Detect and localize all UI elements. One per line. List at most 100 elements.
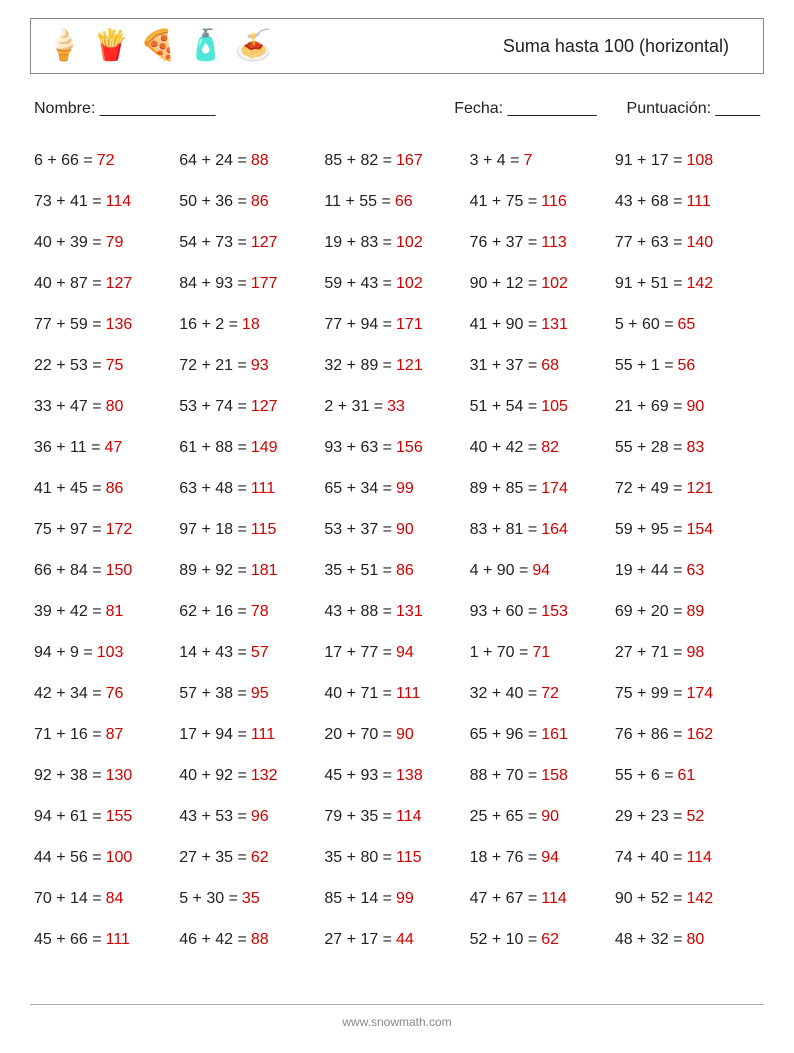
problem-expression: 25 + 65 = (470, 808, 538, 826)
problem-answer: 18 (242, 316, 260, 334)
problem-answer: 174 (541, 480, 568, 498)
problem-row: 5 + 60 =65 (615, 304, 760, 345)
problem-row: 61 + 88 =149 (179, 427, 324, 468)
problem-answer: 90 (396, 726, 414, 744)
problem-answer: 149 (251, 439, 278, 457)
problem-row: 20 + 70 =90 (324, 714, 469, 755)
problem-row: 54 + 73 =127 (179, 222, 324, 263)
problem-answer: 127 (251, 234, 278, 252)
problem-column: 3 + 4 =741 + 75 =11676 + 37 =11390 + 12 … (470, 140, 615, 960)
name-field: Nombre: _____________ (34, 100, 215, 118)
problem-row: 29 + 23 =52 (615, 796, 760, 837)
problem-expression: 85 + 82 = (324, 152, 392, 170)
problem-answer: 105 (541, 398, 568, 416)
problem-answer: 71 (532, 644, 550, 662)
problem-row: 36 + 11 =47 (34, 427, 179, 468)
problem-answer: 172 (106, 521, 133, 539)
problem-expression: 43 + 88 = (324, 603, 392, 621)
problem-expression: 31 + 37 = (470, 357, 538, 375)
problem-row: 31 + 37 =68 (470, 345, 615, 386)
problem-expression: 33 + 47 = (34, 398, 102, 416)
problem-column: 85 + 82 =16711 + 55 =6619 + 83 =10259 + … (324, 140, 469, 960)
problem-expression: 90 + 12 = (470, 275, 538, 293)
problem-row: 41 + 75 =116 (470, 181, 615, 222)
problem-expression: 76 + 86 = (615, 726, 683, 744)
problem-expression: 29 + 23 = (615, 808, 683, 826)
problem-expression: 84 + 93 = (179, 275, 247, 293)
problem-expression: 89 + 85 = (470, 480, 538, 498)
problem-expression: 97 + 18 = (179, 521, 247, 539)
problem-expression: 54 + 73 = (179, 234, 247, 252)
problem-row: 85 + 82 =167 (324, 140, 469, 181)
problem-answer: 102 (396, 234, 423, 252)
problem-answer: 82 (541, 439, 559, 457)
problem-expression: 72 + 21 = (179, 357, 247, 375)
problem-expression: 66 + 84 = (34, 562, 102, 580)
problem-expression: 65 + 96 = (470, 726, 538, 744)
problem-expression: 53 + 74 = (179, 398, 247, 416)
problem-answer: 121 (396, 357, 423, 375)
problem-answer: 52 (686, 808, 704, 826)
problem-row: 83 + 81 =164 (470, 509, 615, 550)
problem-expression: 40 + 71 = (324, 685, 392, 703)
problem-expression: 59 + 43 = (324, 275, 392, 293)
meta-row: Nombre: _____________ Fecha: __________ … (30, 100, 764, 118)
problem-row: 92 + 38 =130 (34, 755, 179, 796)
problem-answer: 171 (396, 316, 423, 334)
problem-answer: 33 (387, 398, 405, 416)
problem-answer: 57 (251, 644, 269, 662)
problem-answer: 86 (396, 562, 414, 580)
problem-expression: 40 + 92 = (179, 767, 247, 785)
problem-answer: 181 (251, 562, 278, 580)
problem-row: 43 + 53 =96 (179, 796, 324, 837)
problem-expression: 94 + 9 = (34, 644, 93, 662)
problem-answer: 164 (541, 521, 568, 539)
problem-row: 69 + 20 =89 (615, 591, 760, 632)
problem-expression: 48 + 32 = (615, 931, 683, 949)
problem-expression: 1 + 70 = (470, 644, 529, 662)
problem-answer: 88 (251, 931, 269, 949)
problem-answer: 35 (242, 890, 260, 908)
problem-expression: 6 + 66 = (34, 152, 93, 170)
problem-row: 45 + 93 =138 (324, 755, 469, 796)
problem-expression: 39 + 42 = (34, 603, 102, 621)
problem-expression: 14 + 43 = (179, 644, 247, 662)
problem-row: 90 + 12 =102 (470, 263, 615, 304)
problem-row: 19 + 83 =102 (324, 222, 469, 263)
problem-answer: 114 (541, 890, 567, 908)
problem-answer: 140 (686, 234, 713, 252)
problem-answer: 111 (106, 931, 130, 949)
problem-expression: 74 + 40 = (615, 849, 683, 867)
problem-expression: 4 + 90 = (470, 562, 529, 580)
problem-answer: 111 (251, 726, 275, 744)
problem-column: 64 + 24 =8850 + 36 =8654 + 73 =12784 + 9… (179, 140, 324, 960)
problem-row: 52 + 10 =62 (470, 919, 615, 960)
problem-expression: 43 + 68 = (615, 193, 683, 211)
problem-row: 48 + 32 =80 (615, 919, 760, 960)
problem-row: 72 + 21 =93 (179, 345, 324, 386)
problem-row: 71 + 16 =87 (34, 714, 179, 755)
problem-row: 65 + 96 =161 (470, 714, 615, 755)
problem-answer: 65 (678, 316, 696, 334)
problem-answer: 87 (106, 726, 124, 744)
problem-expression: 61 + 88 = (179, 439, 247, 457)
problem-expression: 55 + 1 = (615, 357, 674, 375)
problem-answer: 83 (686, 439, 704, 457)
problem-row: 16 + 2 =18 (179, 304, 324, 345)
bottom-rule (30, 1004, 764, 1005)
problem-expression: 77 + 94 = (324, 316, 392, 334)
problem-row: 59 + 95 =154 (615, 509, 760, 550)
problem-row: 19 + 44 =63 (615, 550, 760, 591)
problem-expression: 88 + 70 = (470, 767, 538, 785)
problem-row: 40 + 92 =132 (179, 755, 324, 796)
problem-expression: 57 + 38 = (179, 685, 247, 703)
problem-answer: 138 (396, 767, 423, 785)
problem-answer: 90 (541, 808, 559, 826)
problem-expression: 64 + 24 = (179, 152, 247, 170)
problem-expression: 62 + 16 = (179, 603, 247, 621)
problem-row: 27 + 17 =44 (324, 919, 469, 960)
problem-row: 91 + 17 =108 (615, 140, 760, 181)
problem-answer: 100 (106, 849, 133, 867)
problem-expression: 17 + 94 = (179, 726, 247, 744)
problem-row: 53 + 74 =127 (179, 386, 324, 427)
